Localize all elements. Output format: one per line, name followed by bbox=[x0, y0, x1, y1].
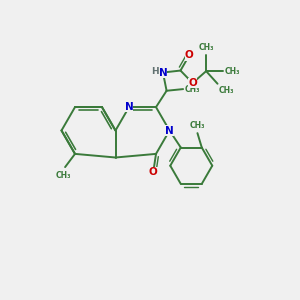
Text: CH₃: CH₃ bbox=[219, 86, 235, 95]
Text: CH₃: CH₃ bbox=[224, 67, 240, 76]
Text: CH₃: CH₃ bbox=[56, 171, 71, 180]
Text: N: N bbox=[165, 125, 174, 136]
Text: N: N bbox=[159, 68, 167, 77]
Text: CH₃: CH₃ bbox=[184, 85, 200, 94]
Text: H: H bbox=[151, 68, 158, 76]
Text: CH₃: CH₃ bbox=[198, 43, 214, 52]
Text: N: N bbox=[124, 102, 134, 112]
Text: O: O bbox=[149, 167, 158, 177]
Text: O: O bbox=[185, 50, 194, 61]
Text: CH₃: CH₃ bbox=[190, 121, 205, 130]
Text: O: O bbox=[188, 78, 197, 88]
